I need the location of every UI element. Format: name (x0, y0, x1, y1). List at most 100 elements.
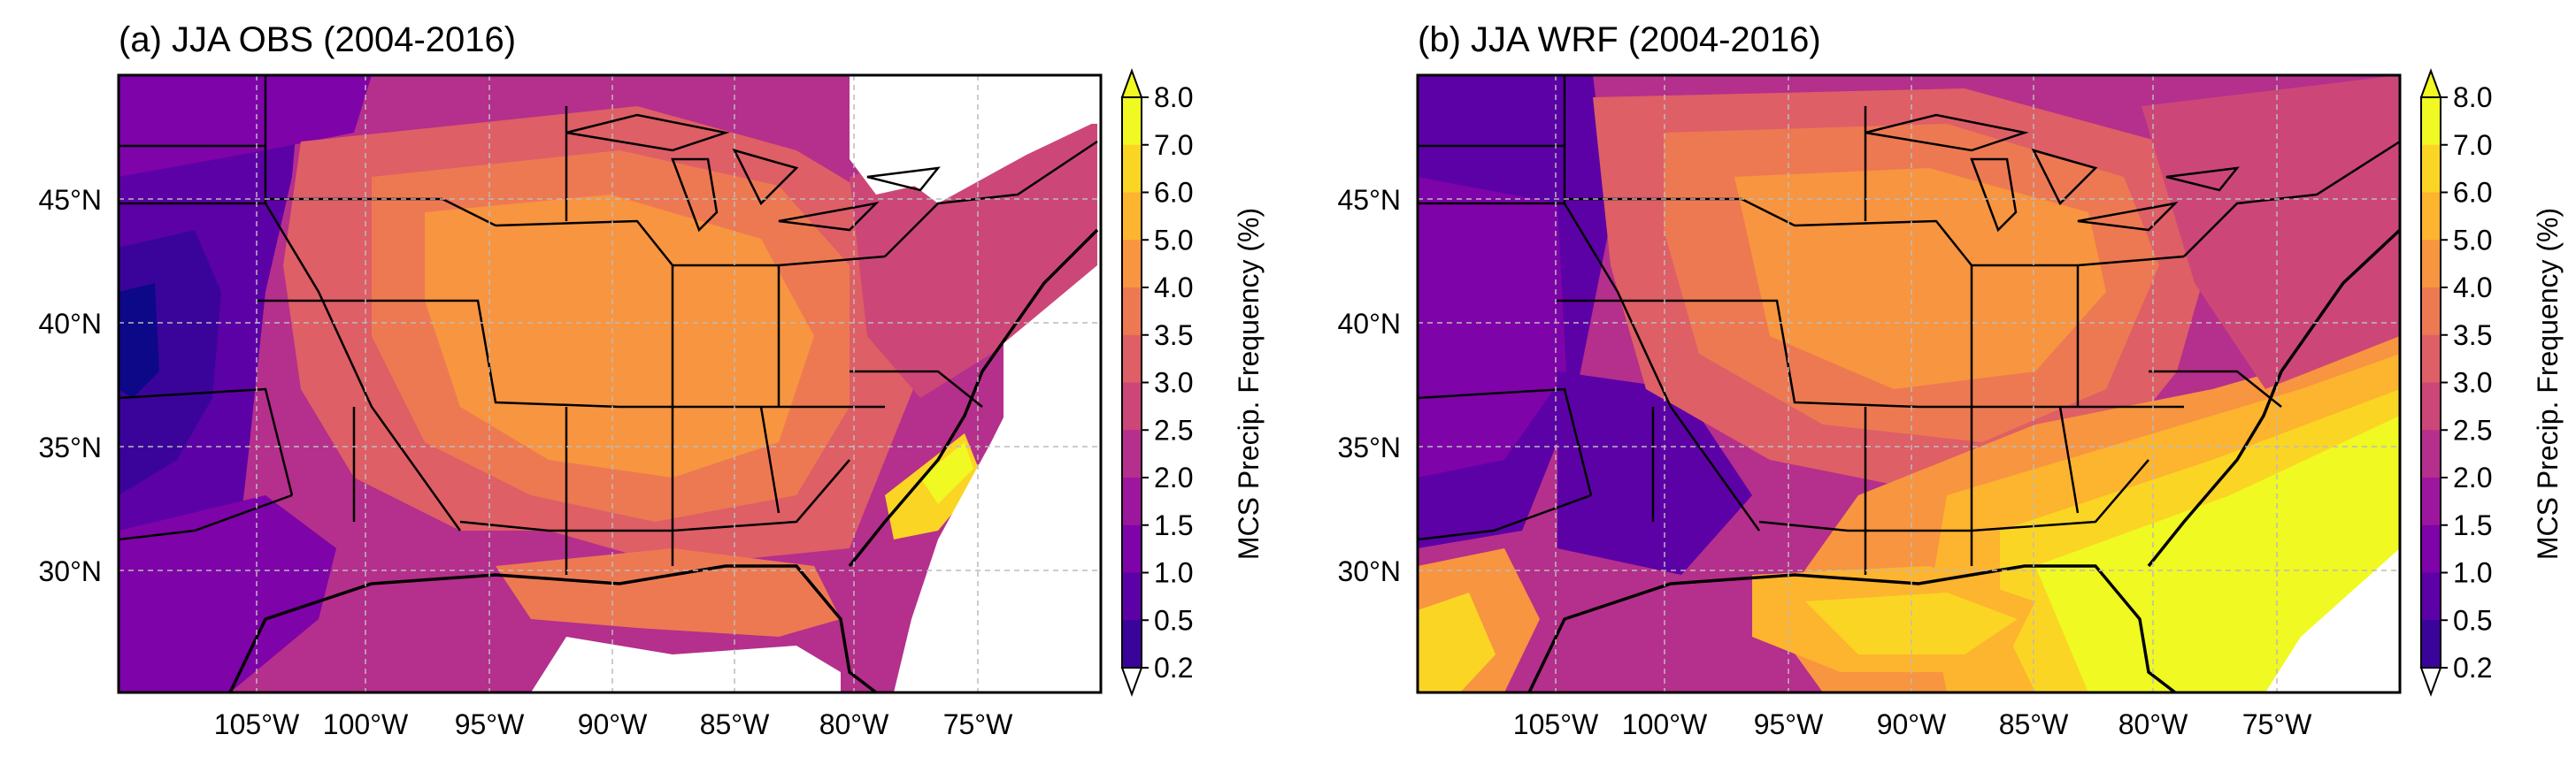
lon-label: 95°W (1754, 708, 1824, 740)
lon-label: 95°W (455, 708, 525, 740)
colorbar-tick-label: 7.0 (2453, 129, 2492, 161)
colorbar-tick-label: 1.5 (2453, 509, 2492, 541)
map-frame (117, 73, 1103, 694)
panel-obs: (a) JJA OBS (2004-2016) (39, 20, 1265, 740)
colorbar-tick-label: 2.5 (1154, 414, 1193, 446)
colorbar-tick-label: 0.2 (2453, 652, 2492, 684)
lat-label: 40°N (1338, 308, 1402, 340)
colorbar-extend-min (2419, 667, 2442, 697)
lon-label: 75°W (2242, 708, 2312, 740)
colorbar-segment (1122, 192, 1142, 241)
colorbar-tick-label: 2.0 (2453, 462, 2492, 493)
colorbar-segment (1122, 382, 1142, 431)
lon-label: 75°W (943, 708, 1013, 740)
lat-labels: 45°N 40°N 35°N 30°N (39, 184, 103, 587)
colorbar-segment (2421, 382, 2441, 431)
lat-labels: 45°N 40°N 35°N 30°N (1338, 184, 1402, 587)
lat-label: 30°N (39, 555, 103, 587)
colorbar-tick-label: 1.5 (1154, 509, 1193, 541)
lon-labels: 105°W 100°W 95°W 90°W 85°W 80°W 75°W (1513, 708, 2312, 740)
colorbar-tick-label: 1.0 (2453, 557, 2492, 589)
colorbar-label: MCS Precip. Frequency (%) (1233, 208, 1265, 560)
colorbar-tick-label: 8.0 (1154, 81, 1193, 113)
colorbar-segment (1122, 620, 1142, 669)
lon-label: 90°W (1877, 708, 1947, 740)
panel-title: (a) JJA OBS (2004-2016) (119, 20, 516, 59)
graticule (1418, 75, 2400, 692)
colorbar-segment (2421, 430, 2441, 478)
colorbar: 8.0 7.0 6.0 5.0 4.0 3.5 3.0 2.5 2.0 1.5 1.0 0.5 0.2 (2419, 68, 2492, 697)
colorbar-segment (1122, 572, 1142, 621)
colorbar-tick-label: 4.0 (1154, 272, 1193, 303)
colorbar-segment (1122, 478, 1142, 526)
lon-label: 90°W (578, 708, 648, 740)
lon-label: 85°W (1999, 708, 2069, 740)
panel-wrf: (b) JJA WRF (2004-2016) (1338, 20, 2564, 740)
map-frame (1416, 73, 2402, 694)
colorbar-segment (1122, 430, 1142, 478)
great-lakes (1865, 113, 2240, 233)
colorbar-segment (2421, 287, 2441, 336)
colorbar-extend-min (1120, 667, 1143, 697)
colorbar-segment (1122, 524, 1142, 573)
lon-label: 100°W (1622, 708, 1708, 740)
lon-label: 105°W (214, 708, 300, 740)
missing-data-gulf (531, 637, 841, 692)
colorbar-segment (1122, 97, 1142, 146)
state-boundaries (119, 75, 1098, 575)
colorbar-segment (2421, 524, 2441, 573)
colorbar-tick-label: 0.5 (2453, 604, 2492, 636)
colorbar-segment (2421, 334, 2441, 383)
lat-label: 30°N (1338, 555, 1402, 587)
lon-label: 80°W (2118, 708, 2188, 740)
lon-label: 100°W (323, 708, 409, 740)
colorbar-segment (1122, 144, 1142, 193)
colorbar-tick-label: 5.0 (2453, 224, 2492, 256)
lat-label: 45°N (1338, 184, 1402, 216)
colorbar: 8.0 7.0 6.0 5.0 4.0 3.5 3.0 2.5 2.0 1.5 1.0 0.5 0.2 (1120, 68, 1193, 697)
lon-labels: 105°W 100°W 95°W 90°W 85°W 80°W 75°W (214, 708, 1013, 740)
colorbar-tick-label: 3.5 (2453, 319, 2492, 351)
lon-label: 80°W (819, 708, 889, 740)
colorbar-tick-label: 6.0 (2453, 177, 2492, 209)
coastline (228, 228, 1099, 692)
colorbar-tick-label: 5.0 (1154, 224, 1193, 256)
colorbar-segment (1122, 334, 1142, 383)
colorbar-tick-label: 0.5 (1154, 604, 1193, 636)
map-area (1418, 75, 2400, 692)
colorbar-segment (2421, 620, 2441, 669)
panel-title: (b) JJA WRF (2004-2016) (1418, 20, 1821, 59)
colorbar-segment (2421, 240, 2441, 288)
colorbar-segment (1122, 240, 1142, 288)
great-lakes (565, 113, 941, 233)
colorbar-segment (1122, 287, 1142, 336)
lon-label: 105°W (1513, 708, 1599, 740)
colorbar-tick-label: 6.0 (1154, 177, 1193, 209)
colorbar-tick-label: 2.0 (1154, 462, 1193, 493)
lat-label: 35°N (1338, 432, 1402, 463)
colorbar-tick-label: 2.5 (2453, 414, 2492, 446)
colorbar-tick-label: 4.0 (2453, 272, 2492, 303)
colorbar-label: MCS Precip. Frequency (%) (2532, 208, 2564, 560)
colorbar-segment (2421, 572, 2441, 621)
colorbar-tick-label: 8.0 (2453, 81, 2492, 113)
colorbar-segment (2421, 192, 2441, 241)
coastline (1527, 228, 2400, 692)
lat-label: 40°N (39, 308, 103, 340)
state-boundaries (1418, 75, 2400, 575)
colorbar-tick-label: 7.0 (1154, 129, 1193, 161)
colorbar-extend-max (2419, 68, 2442, 98)
colorbar-tick-label: 3.5 (1154, 319, 1193, 351)
map-area (119, 75, 1101, 692)
graticule (119, 75, 1101, 692)
colorbar-segment (2421, 144, 2441, 193)
colorbar-tick-label: 0.2 (1154, 652, 1193, 684)
missing-data-atlantic (894, 283, 1101, 692)
colorbar-segment (2421, 97, 2441, 146)
lat-label: 35°N (39, 432, 103, 463)
colorbar-segment (2421, 478, 2441, 526)
lon-label: 85°W (700, 708, 770, 740)
colorbar-extend-max (1120, 68, 1143, 98)
colorbar-tick-label: 3.0 (2453, 367, 2492, 399)
